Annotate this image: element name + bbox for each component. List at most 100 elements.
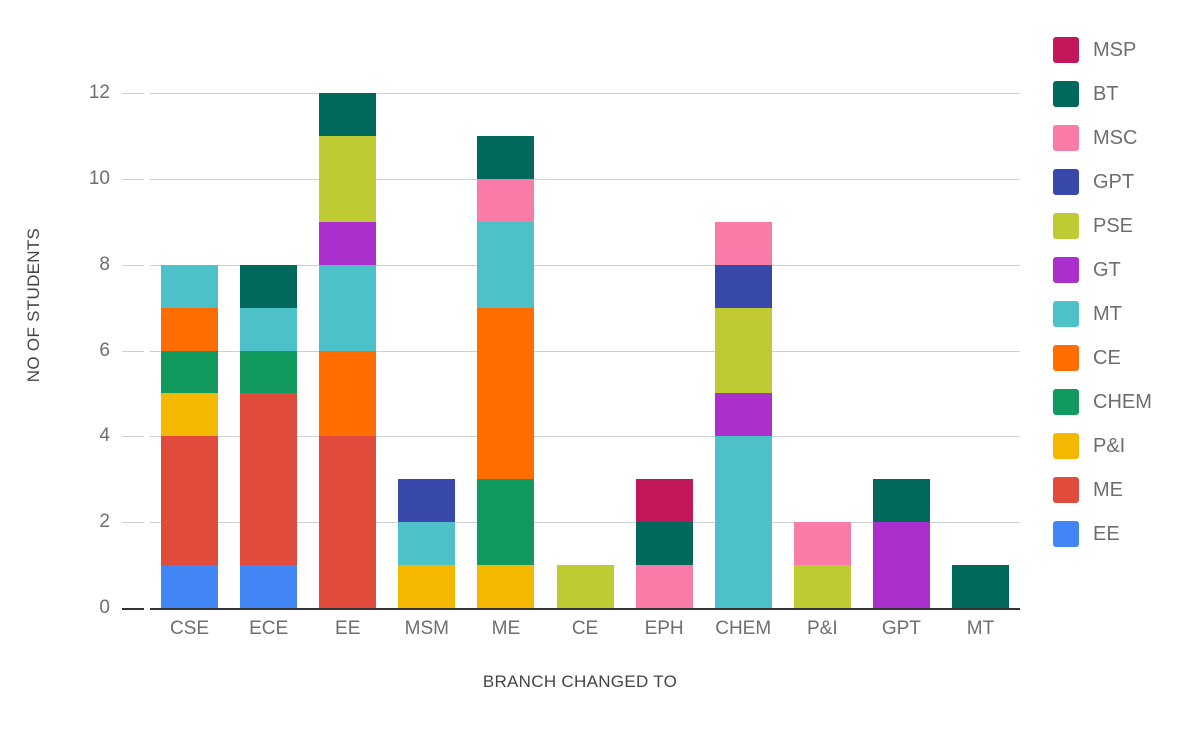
- bar-segment[interactable]: [714, 436, 772, 608]
- y-axis-tick-label: 6: [99, 339, 110, 361]
- y-axis-tick-label: 12: [88, 82, 110, 103]
- gridline: [150, 264, 1020, 266]
- bar-stack[interactable]: [951, 565, 1009, 608]
- bar-segment[interactable]: [556, 565, 614, 608]
- bar-segment[interactable]: [319, 436, 377, 608]
- bar-segment[interactable]: [240, 393, 298, 566]
- bar-segment[interactable]: [240, 307, 298, 351]
- x-axis-tick-label: CHEM: [715, 618, 772, 639]
- x-axis-tick-label: CE: [571, 618, 599, 639]
- bar-segment[interactable]: [398, 479, 456, 523]
- bar-slot[interactable]: [783, 93, 862, 608]
- legend-swatch-icon: [1053, 301, 1079, 327]
- x-axis-tick-label: GPT: [881, 618, 921, 639]
- bar-stack[interactable]: [714, 221, 772, 608]
- bar-stack[interactable]: [556, 565, 614, 608]
- bar-stack[interactable]: [793, 522, 851, 608]
- y-axis-tick-mark: [122, 522, 144, 524]
- bar-segment[interactable]: [161, 393, 219, 437]
- bar-stack[interactable]: [398, 479, 456, 608]
- bar-segment[interactable]: [161, 565, 219, 608]
- bar-segment[interactable]: [319, 264, 377, 351]
- legend-item-label: MSC: [1093, 126, 1138, 149]
- bar-stack[interactable]: [161, 264, 219, 608]
- bar-segment[interactable]: [635, 479, 693, 523]
- bar-segment[interactable]: [240, 264, 298, 308]
- bar-segment[interactable]: [319, 135, 377, 222]
- bar-slot[interactable]: [862, 93, 941, 608]
- bar-segment[interactable]: [714, 393, 772, 437]
- bar-stack[interactable]: [240, 264, 298, 608]
- bar-segment[interactable]: [240, 350, 298, 394]
- bar-segment[interactable]: [319, 93, 377, 136]
- legend-item[interactable]: CHEM: [1053, 380, 1193, 424]
- bar-segment[interactable]: [477, 135, 535, 179]
- x-axis-tick-label: P&I: [806, 618, 838, 639]
- plot-area: [150, 93, 1020, 610]
- bar-segment[interactable]: [398, 522, 456, 566]
- legend-item[interactable]: MSC: [1053, 116, 1193, 160]
- bar-segment[interactable]: [161, 307, 219, 351]
- bar-slot[interactable]: [387, 93, 466, 608]
- legend-swatch-icon: [1053, 521, 1079, 547]
- bar-segment[interactable]: [477, 565, 535, 608]
- bar-segment[interactable]: [714, 264, 772, 308]
- bar-segment[interactable]: [161, 350, 219, 394]
- bar-stack[interactable]: [319, 93, 377, 608]
- legend-item[interactable]: BT: [1053, 72, 1193, 116]
- x-axis-tick-label: MSM: [404, 618, 449, 639]
- bar-segment[interactable]: [161, 264, 219, 308]
- legend-item[interactable]: MT: [1053, 292, 1193, 336]
- legend: MSP BT MSC GPT PSE GT MT CE CHEM P&I ME EE: [1053, 28, 1193, 556]
- legend-swatch-icon: [1053, 257, 1079, 283]
- bar-slot[interactable]: [308, 93, 387, 608]
- bar-slot[interactable]: [545, 93, 624, 608]
- bar-stack[interactable]: [477, 135, 535, 608]
- legend-item[interactable]: EE: [1053, 512, 1193, 556]
- legend-item[interactable]: GPT: [1053, 160, 1193, 204]
- bar-segment[interactable]: [477, 178, 535, 222]
- bar-segment[interactable]: [793, 522, 851, 566]
- bar-segment[interactable]: [714, 221, 772, 265]
- y-axis-tick-label: 0: [99, 597, 110, 618]
- bar-segment[interactable]: [635, 522, 693, 566]
- y-axis-tick-mark: [122, 93, 144, 94]
- legend-item[interactable]: ME: [1053, 468, 1193, 512]
- bar-segment[interactable]: [872, 522, 930, 608]
- bar-segment[interactable]: [398, 565, 456, 608]
- x-axis-ticks: CSE ECE EE MSM ME CE EPH CHEM P&I GPT MT: [150, 614, 1020, 644]
- legend-item[interactable]: GT: [1053, 248, 1193, 292]
- legend-item[interactable]: PSE: [1053, 204, 1193, 248]
- bar-slot[interactable]: [466, 93, 545, 608]
- bar-segment[interactable]: [240, 565, 298, 608]
- legend-item[interactable]: CE: [1053, 336, 1193, 380]
- bar-segment[interactable]: [793, 565, 851, 608]
- bar-segment[interactable]: [319, 221, 377, 265]
- bar-slot[interactable]: [229, 93, 308, 608]
- bar-segment[interactable]: [714, 307, 772, 394]
- bar-segment[interactable]: [635, 565, 693, 608]
- bar-slot[interactable]: [625, 93, 704, 608]
- bar-segment[interactable]: [319, 350, 377, 437]
- y-axis-tick-mark: [122, 608, 144, 610]
- bar-segment[interactable]: [477, 479, 535, 566]
- legend-item-label: MSP: [1093, 38, 1137, 61]
- bar-slot[interactable]: [704, 93, 783, 608]
- gridline: [150, 436, 1020, 438]
- legend-item[interactable]: P&I: [1053, 424, 1193, 468]
- bar-stack[interactable]: [635, 479, 693, 608]
- legend-swatch-icon: [1053, 433, 1079, 459]
- x-axis-title: BRANCH CHANGED TO: [140, 672, 1020, 692]
- y-axis-tick-mark: [122, 350, 144, 352]
- bar-segment[interactable]: [477, 307, 535, 480]
- legend-item[interactable]: MSP: [1053, 28, 1193, 72]
- bar-segment[interactable]: [951, 565, 1009, 608]
- bar-segment[interactable]: [477, 221, 535, 308]
- bar-segment[interactable]: [161, 436, 219, 566]
- y-axis-tick-label: 4: [99, 425, 110, 447]
- bar-stack[interactable]: [872, 479, 930, 608]
- legend-swatch-icon: [1053, 37, 1079, 63]
- bar-slot[interactable]: [150, 93, 229, 608]
- bar-slot[interactable]: [941, 93, 1020, 608]
- bar-segment[interactable]: [872, 479, 930, 523]
